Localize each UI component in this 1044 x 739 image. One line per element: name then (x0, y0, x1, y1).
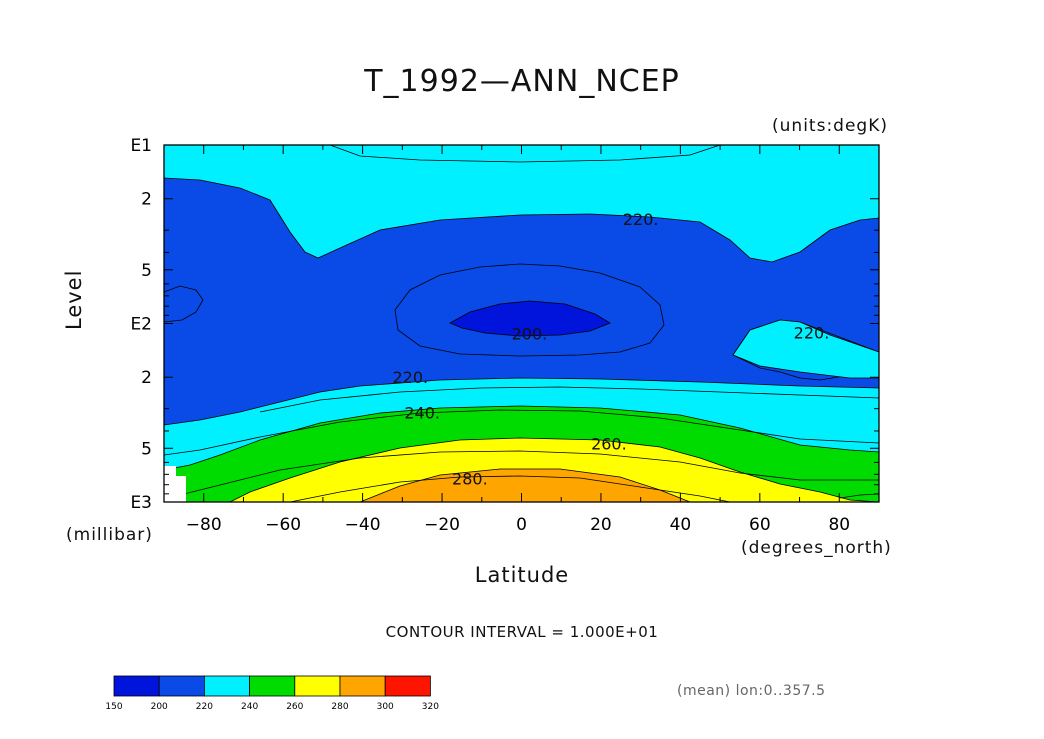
axes-group: −80 −60 −40 −20 0 20 40 60 80 E1 2 5 E2 2 5 E3 (130, 136, 880, 535)
units-label: (units:degK) (772, 116, 888, 136)
contour-label: 240. (404, 403, 440, 422)
contour-230 (259, 386, 879, 413)
x-tick-label: −20 (424, 515, 460, 535)
colorbar-swatch (203, 675, 250, 697)
colorbar-label: 200 (151, 702, 168, 712)
missing-data-region (164, 466, 186, 502)
contour-label: 220. (623, 210, 659, 229)
y-tick-label: E2 (130, 315, 152, 335)
contour-label-group: 220. 200. 220. 220. 240. 260. 280. (392, 210, 829, 489)
colorbar-label: 220 (196, 702, 213, 712)
x-axis-units: (degrees_north) (741, 538, 892, 558)
y-axis-units: (millibar) (66, 525, 153, 545)
colorbar-label: 240 (241, 702, 258, 712)
x-tick-label: 40 (670, 515, 692, 535)
contour-interval-note: CONTOUR INTERVAL = 1.000E+01 (385, 623, 659, 641)
contour-label: 200. (512, 325, 548, 344)
colorbar-swatch (339, 675, 386, 697)
x-tick-label: 60 (749, 515, 771, 535)
x-tick-label: −60 (265, 515, 301, 535)
contour-label: 260. (591, 434, 627, 453)
contour-label: 220. (794, 323, 830, 342)
contour-label: 220. (392, 368, 428, 387)
chart-title: T_1992—ANN_NCEP (364, 64, 680, 99)
y-tick-label: 2 (141, 368, 152, 388)
colorbar-swatch (158, 675, 205, 697)
contour-270 (179, 450, 879, 496)
colorbar-label: 320 (422, 702, 439, 712)
averaging-note: (mean) lon:0..357.5 (677, 683, 826, 699)
contour-210-ring (394, 263, 665, 357)
contour-top (329, 145, 721, 163)
colorbar-label: 150 (105, 702, 122, 712)
y-tick-label: 5 (141, 261, 152, 281)
y-tick-label: E3 (130, 493, 152, 513)
band-below-200 (449, 300, 611, 337)
band-220-pocket (732, 319, 879, 379)
x-tick-label: −40 (345, 515, 381, 535)
colorbar-swatch (294, 675, 341, 697)
colorbar-label: 280 (331, 702, 348, 712)
x-tick-label: 20 (590, 515, 612, 535)
y-tick-label: 2 (141, 190, 152, 210)
colorbar-swatch (384, 675, 431, 697)
x-tick-label: 80 (828, 515, 850, 535)
x-tick-label: −80 (186, 515, 222, 535)
contour-right-corner (839, 493, 879, 499)
colorbar-label: 260 (286, 702, 303, 712)
x-tick-label: 0 (516, 515, 527, 535)
contour-210-left (164, 285, 204, 323)
colorbar: 150 200 220 240 260 280 300 320 (105, 675, 439, 712)
colorbar-label: 300 (377, 702, 394, 712)
contour-250 (164, 409, 879, 456)
y-tick-label: 5 (141, 439, 152, 459)
colorbar-swatch (249, 675, 296, 697)
contour-label: 280. (452, 470, 488, 489)
y-tick-label: E1 (130, 136, 152, 156)
colorbar-swatch (113, 675, 160, 697)
x-axis-label: Latitude (474, 563, 570, 587)
